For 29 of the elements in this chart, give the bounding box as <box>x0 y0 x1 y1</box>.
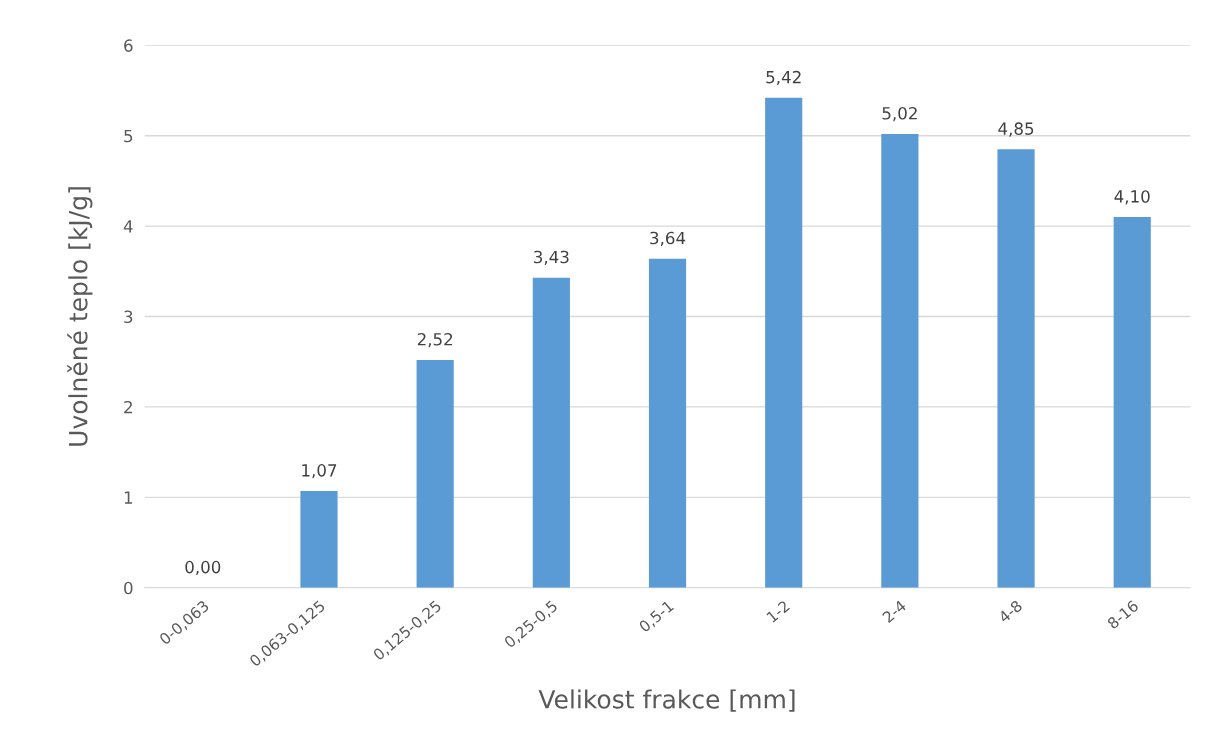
bar <box>881 133 919 588</box>
data-label: 2,52 <box>417 332 453 348</box>
bar <box>648 258 687 588</box>
x-axis-title: Velikost frakce [mm] <box>538 689 795 712</box>
y-tick-label: 0 <box>124 581 133 595</box>
y-tick-label: 3 <box>124 310 133 324</box>
bar <box>416 359 454 588</box>
y-tick-label: 2 <box>124 400 132 414</box>
y-tick-label: 1 <box>124 491 133 504</box>
data-label: 3,64 <box>650 231 686 247</box>
x-tick-label: 4-8 <box>997 599 1023 624</box>
bar <box>300 491 338 588</box>
data-label: 5,42 <box>766 70 801 86</box>
x-tick-label: 1-2 <box>766 600 790 623</box>
data-label: 1,07 <box>302 464 337 479</box>
bar <box>532 277 570 588</box>
data-label: 5,02 <box>882 106 917 122</box>
bar <box>997 149 1035 588</box>
y-axis-title: Uvolněné teplo [kJ/g] <box>67 187 93 446</box>
data-label: 3,43 <box>534 250 569 266</box>
y-tick-label: 6 <box>124 39 133 52</box>
bar <box>1113 217 1151 588</box>
y-tick-label: 5 <box>124 129 133 143</box>
x-tick-label: 2-4 <box>881 599 907 624</box>
y-tick-label: 4 <box>123 220 133 233</box>
data-label: 0,00 <box>185 560 221 576</box>
data-label: 4,85 <box>998 122 1034 137</box>
bar <box>765 97 803 588</box>
data-label: 4,10 <box>1114 190 1150 205</box>
